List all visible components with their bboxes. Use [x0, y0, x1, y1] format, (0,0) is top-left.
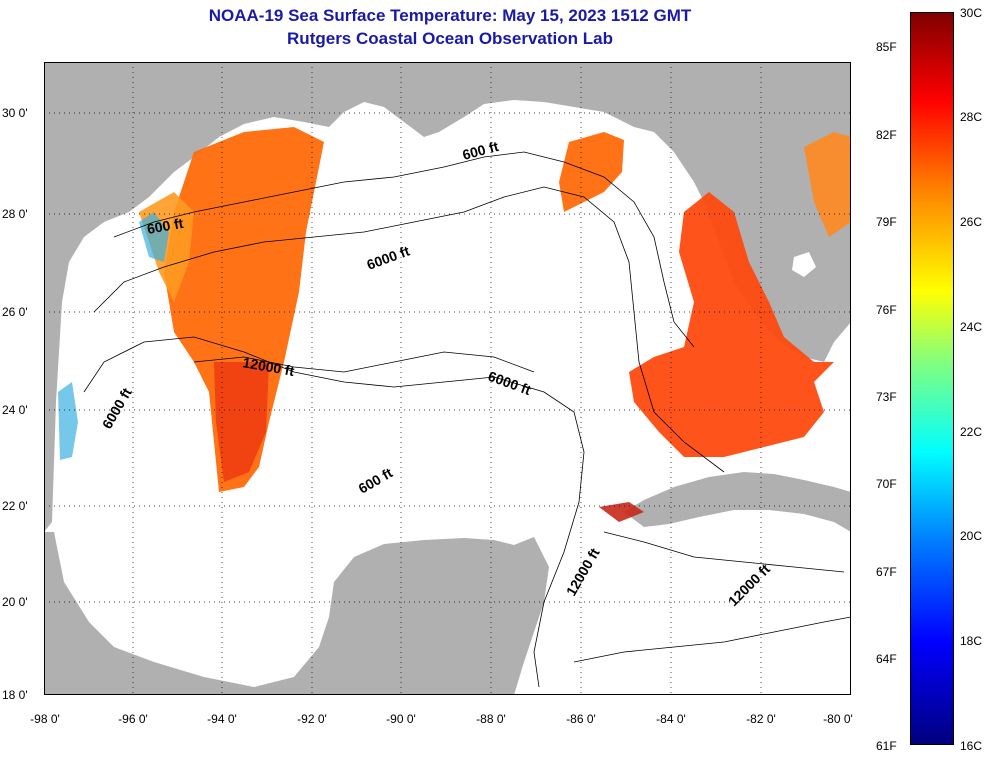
- contour-label-6000-n: 6000 ft: [365, 242, 412, 272]
- colorbar-c-20: 20C: [960, 529, 983, 543]
- colorbar-c-26: 26C: [960, 215, 983, 229]
- sst-map: 600 ft 600 ft 600 ft 6000 ft 6000 ft 600…: [44, 62, 851, 695]
- sst-swath-florida: [629, 192, 834, 457]
- colorbar-f-85: 85F: [876, 40, 897, 54]
- colorbar-c-22: 22C: [960, 425, 983, 439]
- lon-tick-90: -90 0': [386, 712, 416, 726]
- lat-tick-22: 22 0': [2, 499, 28, 513]
- colorbar-c-30: 30C: [960, 6, 983, 20]
- sst-cuba-north: [599, 502, 644, 522]
- colorbar-c-18: 18C: [960, 634, 983, 648]
- lat-tick-30: 30 0': [2, 106, 28, 120]
- colorbar-c-28: 28C: [960, 110, 983, 124]
- lat-tick-18: 18 0': [2, 688, 28, 702]
- colorbar-f-82: 82F: [876, 128, 897, 142]
- colorbar-f-70: 70F: [876, 477, 897, 491]
- sst-swath-west-hot: [214, 362, 269, 482]
- map-subtitle: Rutgers Coastal Ocean Observation Lab: [287, 29, 613, 48]
- colorbar-f-61: 61F: [876, 739, 897, 753]
- contour-label-12000-se: 12000 ft: [563, 545, 603, 598]
- colorbar-f-67: 67F: [876, 565, 897, 579]
- lon-tick-96: -96 0': [118, 712, 148, 726]
- lon-tick-86: -86 0': [566, 712, 596, 726]
- sst-swath-atlantic: [804, 132, 851, 237]
- lon-tick-82: -82 0': [746, 712, 776, 726]
- us-land: [44, 62, 851, 532]
- sst-mexico-nearshore: [58, 382, 78, 460]
- contour-label-6000-w: 6000 ft: [99, 385, 135, 432]
- contour-label-600-nw: 600 ft: [146, 215, 185, 237]
- lat-tick-28: 28 0': [2, 207, 28, 221]
- contour-label-6000-e: 6000 ft: [486, 368, 533, 398]
- colorbar-f-73: 73F: [876, 390, 897, 404]
- lon-tick-80: -80 0': [823, 712, 853, 726]
- contour-label-600-s: 600 ft: [356, 464, 396, 496]
- lat-tick-20: 20 0': [2, 595, 28, 609]
- lon-tick-98: -98 0': [30, 712, 60, 726]
- lon-tick-94: -94 0': [207, 712, 237, 726]
- colorbar-f-79: 79F: [876, 215, 897, 229]
- lat-tick-26: 26 0': [2, 305, 28, 319]
- temperature-colorbar: [910, 12, 954, 745]
- contour-label-600-ne: 600 ft: [461, 138, 501, 163]
- map-title: NOAA-19 Sea Surface Temperature: May 15,…: [208, 6, 692, 25]
- colorbar-f-76: 76F: [876, 303, 897, 317]
- lake-okeechobee: [792, 252, 816, 277]
- lon-tick-84: -84 0': [656, 712, 686, 726]
- mexico-land: [44, 532, 549, 695]
- sst-swath-west: [164, 127, 324, 492]
- lon-tick-88: -88 0': [476, 712, 506, 726]
- colorbar-c-24: 24C: [960, 320, 983, 334]
- bathymetry-contours: [83, 151, 851, 688]
- graticule: [44, 62, 851, 695]
- colorbar-f-64: 64F: [876, 652, 897, 666]
- lon-tick-92: -92 0': [297, 712, 327, 726]
- colorbar-c-16: 16C: [960, 739, 983, 753]
- lat-tick-24: 24 0': [2, 403, 28, 417]
- cuba-land: [624, 472, 851, 532]
